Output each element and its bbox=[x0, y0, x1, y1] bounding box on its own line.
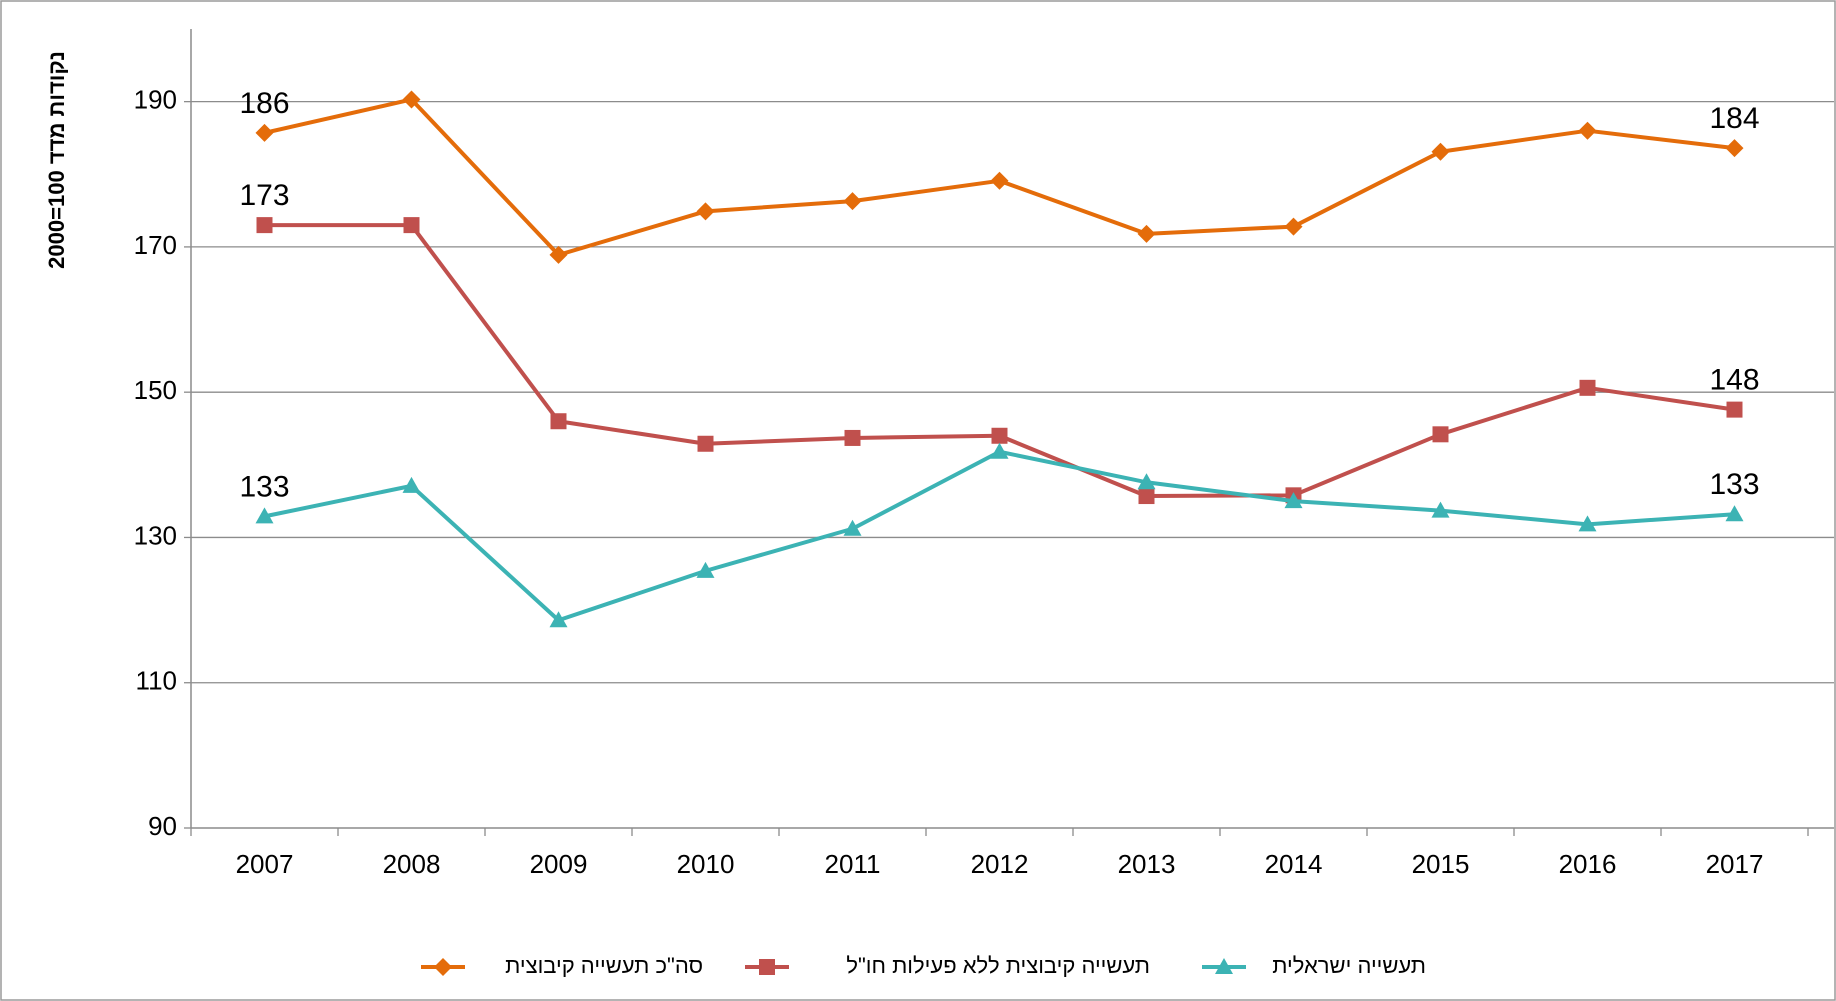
legend-marker bbox=[759, 959, 775, 975]
legend-label: תעשייה קיבוצית ללא פעילות חו"ל bbox=[846, 953, 1150, 978]
y-tick-label: 130 bbox=[134, 520, 177, 550]
data-point bbox=[991, 427, 1008, 444]
data-point bbox=[990, 442, 1009, 459]
data-point bbox=[1578, 515, 1597, 532]
x-tick-label: 2011 bbox=[825, 849, 881, 879]
data-label: 133 bbox=[1709, 468, 1759, 501]
data-point bbox=[1579, 379, 1596, 396]
x-tick-label: 2012 bbox=[971, 849, 1029, 879]
data-point bbox=[255, 507, 274, 524]
y-tick-label: 170 bbox=[134, 230, 177, 260]
data-point bbox=[1578, 121, 1597, 140]
data-point bbox=[1726, 401, 1743, 418]
y-axis-label: נקודות מדד 100=2000 bbox=[44, 51, 69, 269]
data-point bbox=[1431, 501, 1450, 518]
y-tick-label: 90 bbox=[148, 811, 177, 841]
legend-marker bbox=[1215, 958, 1233, 974]
data-point bbox=[255, 123, 274, 142]
data-point bbox=[1431, 142, 1450, 161]
data-point bbox=[402, 90, 421, 109]
y-tick-label: 110 bbox=[136, 666, 177, 696]
legend-label: סה"כ תעשייה קיבוצית bbox=[505, 953, 703, 978]
data-point bbox=[1725, 505, 1744, 522]
data-point bbox=[843, 192, 862, 211]
data-point bbox=[990, 171, 1009, 190]
data-point bbox=[403, 217, 420, 234]
series-line bbox=[264, 449, 1735, 623]
data-label: 184 bbox=[1709, 102, 1759, 135]
data-point bbox=[1432, 426, 1449, 443]
data-point bbox=[843, 519, 862, 536]
x-tick-label: 2013 bbox=[1118, 849, 1176, 879]
data-point bbox=[697, 435, 714, 452]
x-tick-label: 2007 bbox=[236, 849, 294, 879]
data-point bbox=[1138, 488, 1155, 505]
data-point bbox=[696, 561, 715, 578]
data-label: 133 bbox=[239, 470, 289, 503]
data-point bbox=[549, 611, 568, 628]
x-tick-label: 2016 bbox=[1559, 849, 1617, 879]
x-tick-label: 2008 bbox=[383, 849, 441, 879]
x-tick-label: 2015 bbox=[1412, 849, 1470, 879]
data-point bbox=[402, 476, 421, 493]
x-tick-label: 2010 bbox=[677, 849, 735, 879]
data-point bbox=[1137, 473, 1156, 490]
data-point bbox=[1284, 492, 1303, 509]
legend-marker bbox=[434, 958, 452, 976]
data-point bbox=[1284, 217, 1303, 236]
data-point bbox=[550, 413, 567, 430]
legend-label: תעשייה ישראלית bbox=[1272, 953, 1426, 978]
data-point bbox=[844, 429, 861, 446]
data-label: 186 bbox=[239, 87, 289, 120]
y-tick-label: 150 bbox=[134, 375, 177, 405]
data-label: 173 bbox=[239, 179, 289, 212]
x-tick-label: 2017 bbox=[1706, 849, 1764, 879]
data-point bbox=[1725, 139, 1744, 158]
x-tick-label: 2009 bbox=[530, 849, 588, 879]
data-point bbox=[696, 202, 715, 221]
data-label: 148 bbox=[1709, 364, 1759, 397]
data-point bbox=[256, 217, 273, 234]
data-point bbox=[549, 245, 568, 264]
x-tick-label: 2014 bbox=[1265, 849, 1323, 879]
y-tick-label: 190 bbox=[134, 85, 177, 115]
data-point bbox=[1137, 224, 1156, 243]
